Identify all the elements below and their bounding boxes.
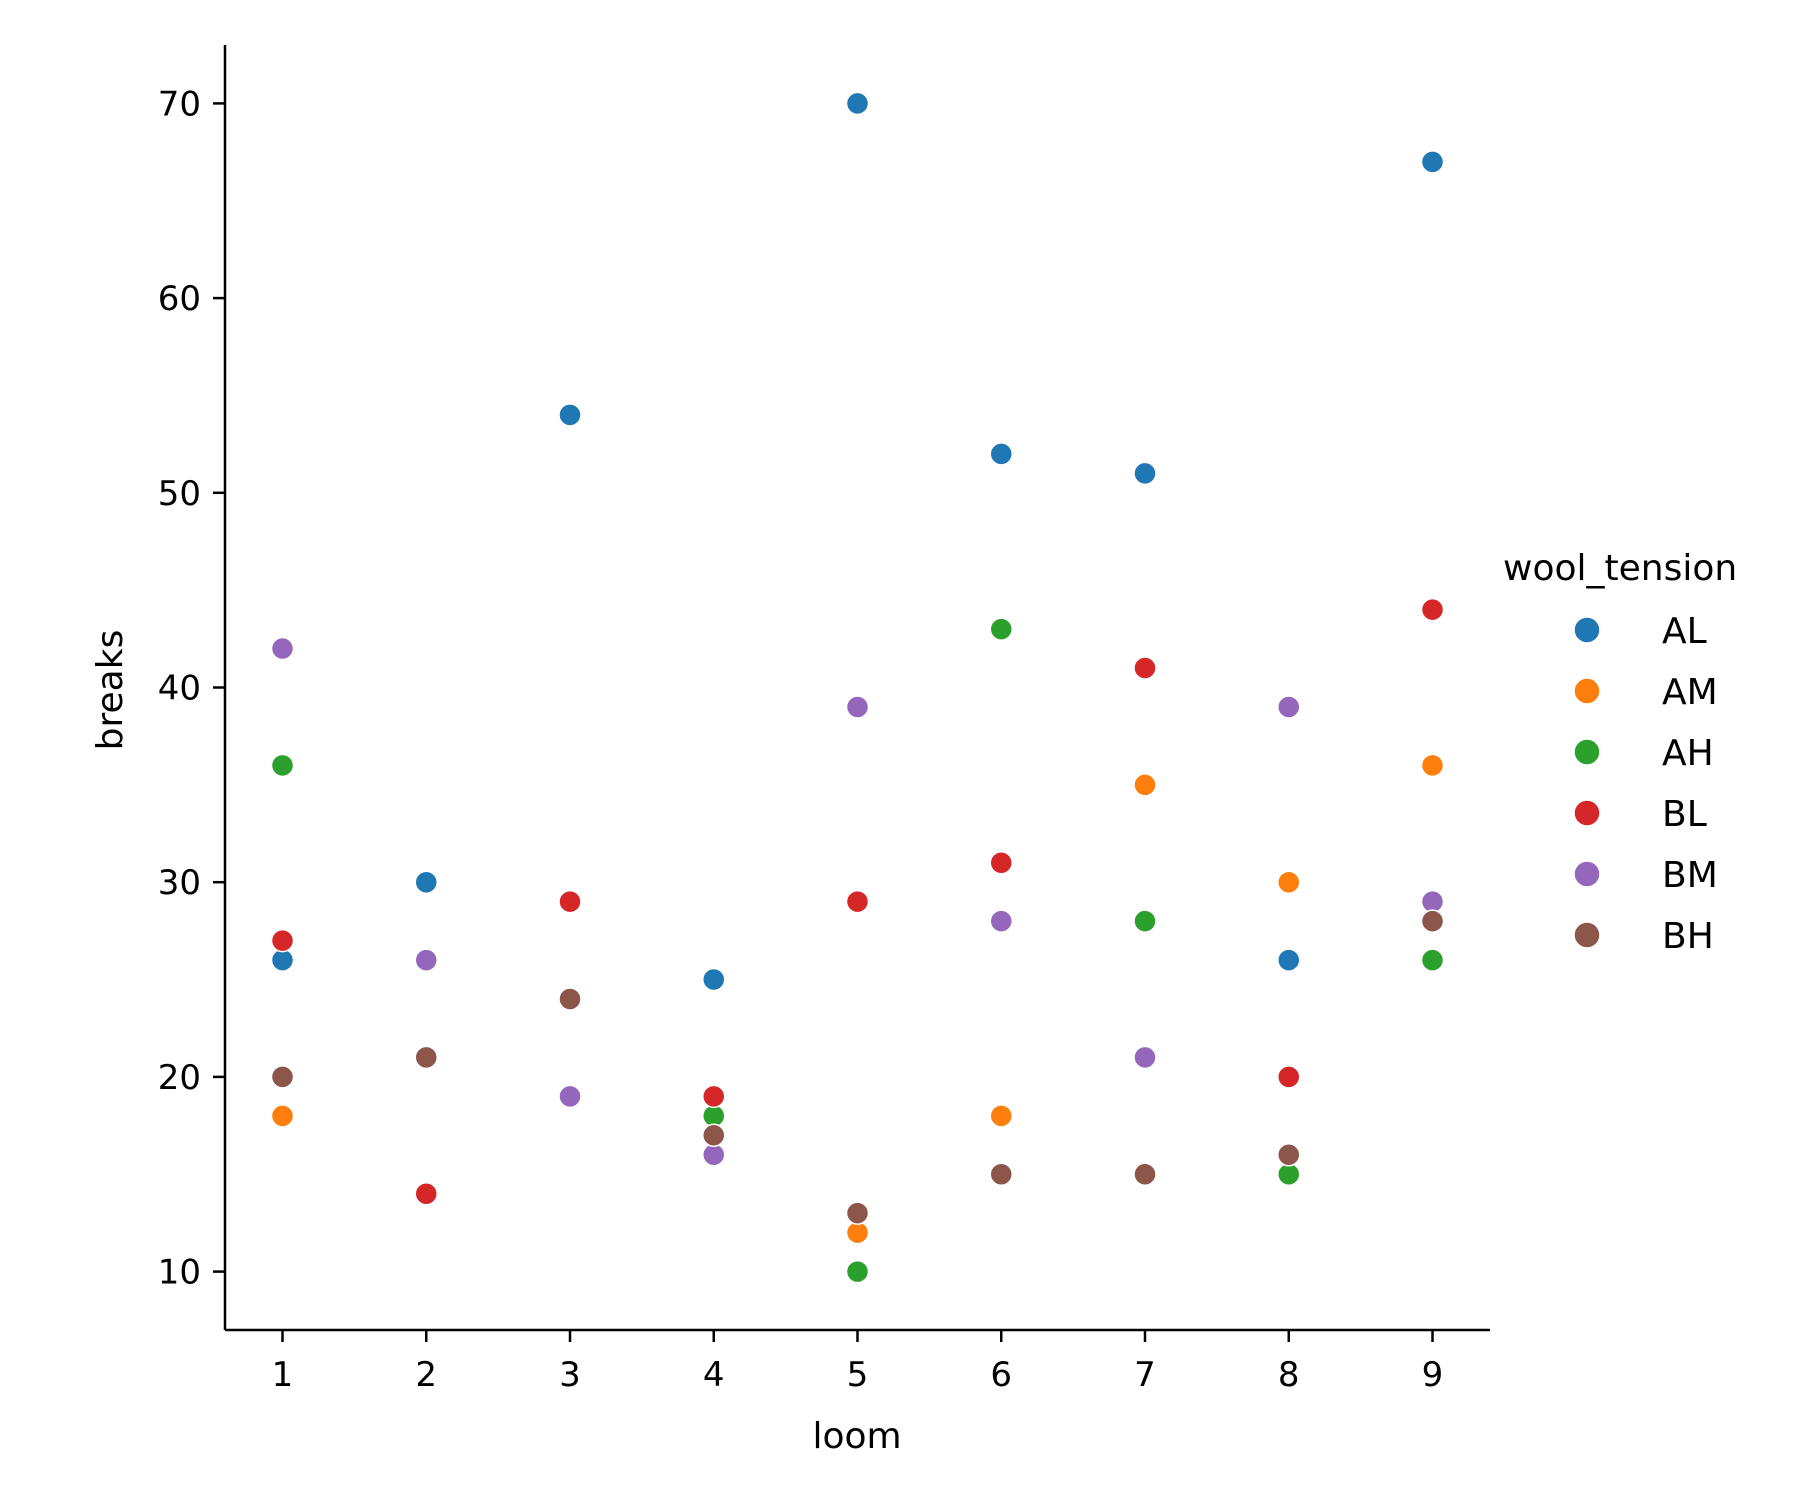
legend-label-bl: BL <box>1662 794 1707 835</box>
data-point-al <box>845 91 870 116</box>
x-tick-label: 7 <box>1134 1355 1156 1395</box>
data-point-bm <box>270 636 295 661</box>
y-tick-label: 70 <box>158 84 201 124</box>
x-ticks: 1 2 3 4 5 6 7 8 9 <box>272 1330 1444 1395</box>
data-point-am <box>989 1104 1013 1128</box>
data-point-bl <box>1133 656 1157 680</box>
data-point-bl <box>270 928 295 953</box>
data-point-al <box>1420 150 1445 174</box>
legend: wool_tension AL AM AH BL BM BH <box>1503 548 1737 957</box>
data-point-bm <box>414 948 438 972</box>
data-point-bh <box>845 1201 870 1225</box>
data-point-bm <box>989 909 1013 933</box>
legend-items: AL AM AH BL BM BH <box>1573 611 1718 957</box>
legend-title: wool_tension <box>1503 548 1737 589</box>
x-tick-label: 8 <box>1278 1355 1300 1395</box>
y-tick-label: 50 <box>158 474 201 514</box>
data-point-al <box>1133 461 1157 486</box>
data-point-bh <box>1420 909 1445 933</box>
y-tick-label: 40 <box>158 669 201 709</box>
data-point-al <box>989 442 1013 466</box>
data-point-bl <box>414 1181 438 1206</box>
data-point-bh <box>414 1045 438 1070</box>
data-point-bm <box>845 695 870 719</box>
data-point-al <box>702 967 726 992</box>
data-point-bh <box>989 1162 1013 1186</box>
data-point-bm <box>702 1143 726 1167</box>
data-point-ah <box>1133 909 1157 933</box>
data-point-bh <box>1277 1143 1301 1167</box>
data-point-al <box>558 403 582 427</box>
data-point-bl <box>1420 597 1445 622</box>
legend-label-ah: AH <box>1662 733 1714 774</box>
x-tick-label: 6 <box>990 1355 1012 1395</box>
data-points <box>270 91 1445 1284</box>
legend-label-al: AL <box>1662 611 1707 652</box>
data-point-ah <box>845 1259 870 1284</box>
legend-marker-bm <box>1573 860 1601 888</box>
data-point-al <box>1277 948 1301 972</box>
axes <box>223 45 1490 1332</box>
data-point-bl <box>845 889 870 914</box>
data-point-bh <box>270 1065 295 1089</box>
legend-marker-bh <box>1573 921 1601 949</box>
data-point-bh <box>702 1123 726 1148</box>
legend-label-am: AM <box>1662 672 1718 713</box>
data-point-al <box>414 870 438 894</box>
data-point-bh <box>1133 1162 1157 1186</box>
legend-label-bm: BM <box>1662 855 1718 896</box>
data-point-al <box>270 948 295 972</box>
x-tick-label: 4 <box>703 1355 725 1395</box>
data-point-bl <box>989 850 1013 875</box>
data-point-am <box>270 1104 295 1128</box>
data-point-bm <box>1133 1045 1157 1070</box>
data-point-am <box>1420 753 1445 778</box>
x-tick-label: 3 <box>559 1355 581 1395</box>
data-point-am <box>1277 870 1301 894</box>
legend-marker-ah <box>1573 738 1601 766</box>
data-point-ah <box>1277 1162 1301 1186</box>
data-point-ah <box>1420 948 1445 972</box>
x-tick-label: 2 <box>415 1355 437 1395</box>
data-point-bl <box>1277 1065 1301 1089</box>
legend-marker-am <box>1573 677 1601 705</box>
x-axis-label: loom <box>812 1416 901 1457</box>
data-point-bm <box>1277 695 1301 719</box>
data-point-ah <box>270 753 295 778</box>
y-tick-label: 20 <box>158 1058 201 1098</box>
data-point-ah <box>989 617 1013 641</box>
data-point-am <box>845 1220 870 1245</box>
y-ticks: 10 20 30 40 50 60 70 <box>158 84 225 1293</box>
y-tick-label: 60 <box>158 279 201 319</box>
data-point-bh <box>558 987 582 1011</box>
data-point-am <box>1133 773 1157 797</box>
legend-label-bh: BH <box>1662 916 1714 957</box>
data-point-bl <box>702 1084 726 1109</box>
legend-marker-al <box>1573 616 1601 644</box>
legend-marker-bl <box>1573 799 1601 827</box>
data-point-bl <box>558 889 582 914</box>
x-tick-label: 5 <box>847 1355 869 1395</box>
x-tick-label: 9 <box>1422 1355 1444 1395</box>
y-axis-label: breaks <box>90 630 131 751</box>
data-point-bm <box>558 1084 582 1109</box>
data-point-bm <box>1420 889 1445 914</box>
x-tick-label: 1 <box>272 1355 294 1395</box>
y-tick-label: 10 <box>158 1253 201 1293</box>
data-point-ah <box>702 1104 726 1128</box>
y-tick-label: 30 <box>158 863 201 903</box>
